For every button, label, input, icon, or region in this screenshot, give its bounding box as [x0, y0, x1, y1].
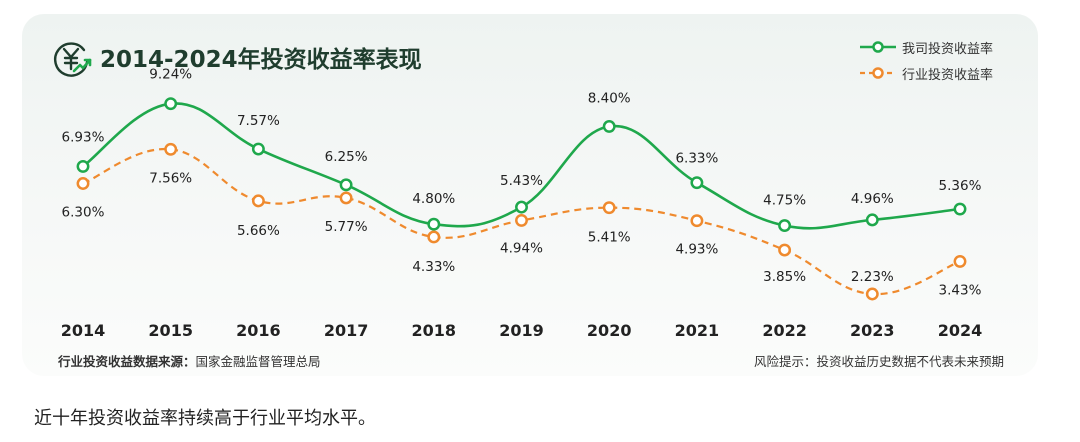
legend-marker-industry — [860, 67, 896, 79]
company-point-2024 — [953, 202, 967, 216]
industry-data-label-2019: 4.94% — [500, 240, 543, 256]
industry-data-label-2024: 3.43% — [939, 282, 982, 298]
industry-data-label-2022: 3.85% — [763, 269, 806, 285]
caption-text: 近十年投资收益率持续高于行业平均水平。 — [34, 408, 376, 429]
industry-point-2014 — [76, 177, 90, 190]
industry-data-label-2020: 5.41% — [588, 230, 631, 246]
industry-point-2017 — [339, 191, 353, 205]
legend-label-industry: 行业投资收益率 — [902, 67, 994, 83]
company-point-2023 — [865, 213, 879, 227]
risk-note: 风险提示：投资收益历史数据不代表未来预期 — [753, 354, 1004, 369]
industry-data-label-2015: 7.56% — [149, 170, 192, 186]
industry-point-2018 — [427, 230, 441, 244]
company-point-2019 — [515, 200, 528, 214]
chart-legend: 我司投资收益率 行业投资收益率 — [858, 34, 993, 86]
company-point-2021 — [690, 176, 704, 190]
company-point-2016 — [251, 142, 265, 156]
x-tick-label-2021: 2021 — [675, 321, 720, 340]
company-data-label-2017: 6.25% — [325, 149, 368, 165]
x-tick-label-2019: 2019 — [499, 321, 544, 340]
data-source-note: 行业投资收益数据来源：国家金融监督管理总局 — [58, 351, 321, 370]
company-data-label-2022: 4.75% — [763, 193, 806, 209]
yen-growth-icon — [54, 42, 92, 77]
industry-point-2015 — [164, 142, 178, 156]
industry-data-label-2018: 4.33% — [412, 259, 455, 275]
x-tick-label-2020: 2020 — [587, 321, 632, 340]
company-point-2017 — [339, 178, 353, 192]
industry-data-label-2017: 5.77% — [325, 219, 368, 235]
legend-item-industry: 行业投资收益率 — [858, 60, 993, 86]
legend-marker-company — [860, 41, 896, 53]
industry-point-2022 — [778, 243, 792, 257]
industry-point-2021 — [690, 214, 704, 228]
x-tick-label-2016: 2016 — [236, 321, 281, 340]
x-tick-label-2023: 2023 — [850, 321, 895, 340]
industry-point-2020 — [602, 201, 616, 215]
x-tick-label-2022: 2022 — [762, 321, 807, 340]
company-data-label-2018: 4.80% — [412, 191, 455, 207]
x-tick-label-2018: 2018 — [412, 321, 457, 340]
company-point-2022 — [778, 219, 792, 233]
company-data-label-2016: 7.57% — [237, 113, 280, 129]
company-data-label-2024: 5.36% — [939, 178, 982, 194]
company-data-label-2019: 5.43% — [500, 173, 543, 189]
x-tick-label-2017: 2017 — [324, 321, 369, 340]
industry-point-2019 — [515, 213, 528, 227]
company-data-label-2020: 8.40% — [588, 90, 631, 106]
industry-data-label-2014: 6.30% — [62, 204, 105, 220]
industry-point-2024 — [953, 254, 967, 268]
source-label: 行业投资收益数据来源： — [58, 354, 196, 369]
chart-title: 2014-2024年投资收益率表现 — [100, 47, 422, 73]
industry-data-label-2021: 4.93% — [675, 242, 718, 258]
x-tick-label-2014: 2014 — [61, 321, 106, 340]
company-data-label-2015: 9.24% — [149, 67, 192, 83]
industry-point-2016 — [251, 194, 265, 208]
chart-card — [22, 14, 1038, 376]
company-point-2015 — [164, 97, 178, 111]
company-point-2020 — [602, 120, 616, 133]
company-point-2014 — [76, 159, 90, 173]
company-data-label-2014: 6.93% — [62, 129, 105, 145]
x-tick-label-2015: 2015 — [148, 321, 193, 340]
industry-data-label-2016: 5.66% — [237, 223, 280, 239]
company-data-label-2021: 6.33% — [675, 151, 718, 167]
company-point-2018 — [427, 217, 441, 231]
company-data-label-2023: 4.96% — [851, 191, 894, 207]
industry-data-label-2023: 2.23% — [851, 269, 894, 285]
x-tick-label-2024: 2024 — [938, 321, 983, 340]
industry-point-2023 — [865, 287, 879, 301]
legend-label-company: 我司投资收益率 — [902, 41, 994, 57]
source-value: 国家金融监督管理总局 — [195, 354, 321, 369]
legend-item-company: 我司投资收益率 — [858, 34, 993, 60]
